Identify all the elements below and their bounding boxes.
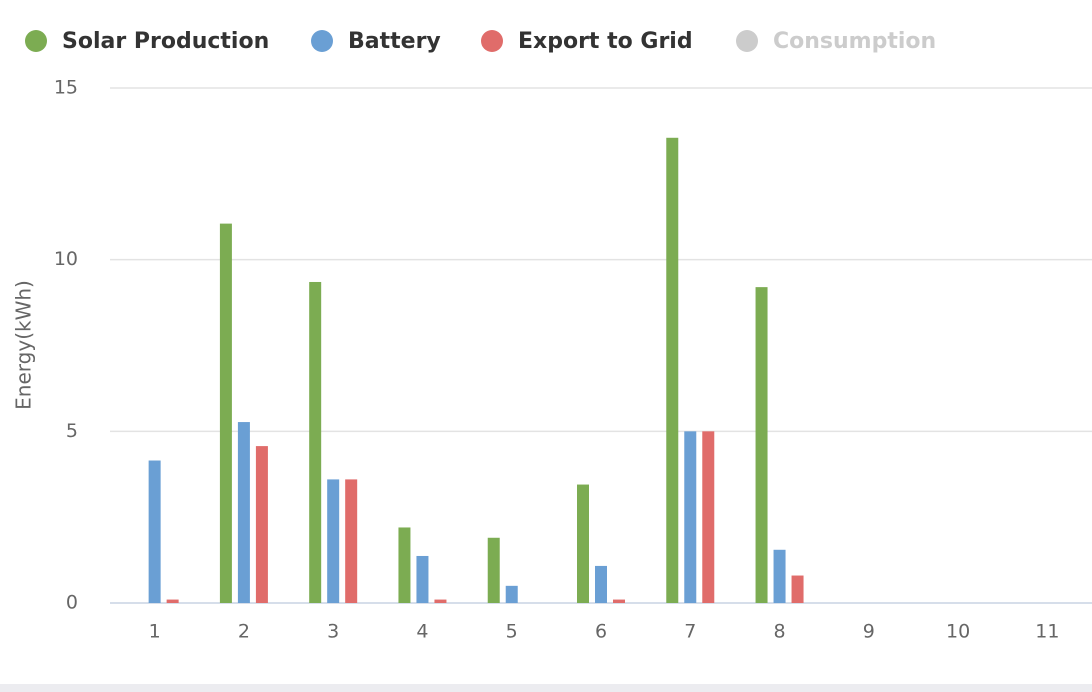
legend-marker[interactable] bbox=[736, 30, 758, 52]
y-tick-label: 5 bbox=[66, 420, 78, 442]
bar bbox=[398, 527, 411, 603]
bar bbox=[237, 422, 250, 603]
legend-marker[interactable] bbox=[311, 30, 333, 52]
bar bbox=[613, 599, 625, 603]
bottom-strip bbox=[0, 684, 1092, 692]
y-axis-label: Energy(kWh) bbox=[12, 280, 36, 410]
bar bbox=[148, 460, 161, 603]
bar bbox=[755, 287, 768, 603]
bar bbox=[666, 137, 679, 604]
bar bbox=[434, 599, 447, 603]
x-tick-label: 11 bbox=[1035, 621, 1059, 643]
y-tick-label: 15 bbox=[54, 77, 78, 99]
y-tick-label: 0 bbox=[66, 592, 78, 614]
bar bbox=[577, 484, 589, 603]
x-tick-label: 10 bbox=[946, 621, 970, 643]
bar bbox=[773, 549, 786, 603]
y-tick-label: 10 bbox=[54, 248, 78, 270]
bar bbox=[505, 585, 518, 603]
bar bbox=[166, 599, 179, 603]
bar bbox=[416, 555, 429, 603]
x-tick-label: 7 bbox=[684, 621, 696, 643]
bar bbox=[327, 479, 340, 603]
bar bbox=[345, 479, 358, 603]
x-tick-label: 1 bbox=[149, 621, 161, 643]
bar bbox=[595, 565, 607, 603]
bar bbox=[791, 575, 804, 603]
legend-label[interactable]: Export to Grid bbox=[518, 29, 693, 54]
legend-label[interactable]: Battery bbox=[348, 29, 441, 54]
bar bbox=[219, 223, 232, 603]
x-tick-label: 4 bbox=[416, 621, 428, 643]
x-tick-label: 6 bbox=[595, 621, 607, 643]
bar bbox=[684, 431, 697, 603]
bar bbox=[487, 537, 500, 603]
x-tick-label: 3 bbox=[327, 621, 339, 643]
x-tick-label: 8 bbox=[773, 621, 785, 643]
legend-marker[interactable] bbox=[25, 30, 47, 52]
x-tick-label: 5 bbox=[506, 621, 518, 643]
x-tick-label: 2 bbox=[238, 621, 250, 643]
bar bbox=[255, 446, 268, 603]
bar bbox=[702, 431, 715, 603]
legend-marker[interactable] bbox=[481, 30, 503, 52]
x-tick-label: 9 bbox=[863, 621, 875, 643]
legend-label[interactable]: Solar Production bbox=[62, 29, 269, 54]
bar bbox=[309, 281, 322, 603]
legend-label[interactable]: Consumption bbox=[773, 29, 936, 54]
